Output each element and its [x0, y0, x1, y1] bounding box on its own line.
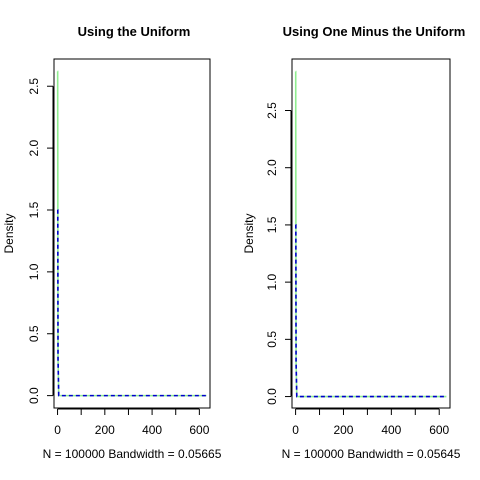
y-tick-label: 2.0 — [265, 159, 279, 176]
y-tick-label: 0.5 — [27, 325, 41, 342]
x-tick-label: 200 — [333, 423, 353, 437]
y-tick-label: 0.0 — [27, 387, 41, 404]
x-axis-title: N = 100000 Bandwidth = 0.05645 — [282, 447, 461, 461]
x-tick-label: 400 — [381, 423, 401, 437]
y-tick-label: 1.5 — [265, 216, 279, 233]
x-tick-label: 200 — [95, 423, 115, 437]
y-tick-label: 1.0 — [27, 263, 41, 280]
x-tick-label: 400 — [142, 423, 162, 437]
x-tick-label: 0 — [292, 423, 299, 437]
y-axis-title: Density — [2, 213, 16, 253]
chart-panel-2: Using One Minus the Uniform 0 200 400 600 0.0… — [242, 24, 465, 461]
x-axis-title: N = 100000 Bandwidth = 0.05665 — [43, 447, 222, 461]
y-tick-label: 2.5 — [27, 78, 41, 95]
y-tick-label: 2.5 — [265, 102, 279, 119]
y-axis-title: Density — [242, 213, 256, 253]
x-tick-label: 600 — [429, 423, 449, 437]
x-tick-label: 0 — [54, 423, 61, 437]
y-tick-label: 2.0 — [27, 139, 41, 156]
y-tick-label: 0.5 — [265, 331, 279, 348]
x-tick-label: 600 — [189, 423, 209, 437]
series-line-2 — [56, 209, 207, 397]
plot-frame — [53, 58, 211, 409]
chart-title: Using the Uniform — [78, 24, 191, 39]
plot-frame — [291, 58, 451, 409]
chart-title: Using One Minus the Uniform — [283, 24, 466, 39]
y-tick-label: 1.5 — [27, 201, 41, 218]
y-tick-label: 0.0 — [265, 388, 279, 405]
y-tick-label: 1.0 — [265, 273, 279, 290]
chart-panel-1: Using the Uniform 0 200 400 600 0.0 0.5 1.0 1.5 2… — [2, 24, 222, 461]
series-line-2 — [295, 224, 447, 398]
